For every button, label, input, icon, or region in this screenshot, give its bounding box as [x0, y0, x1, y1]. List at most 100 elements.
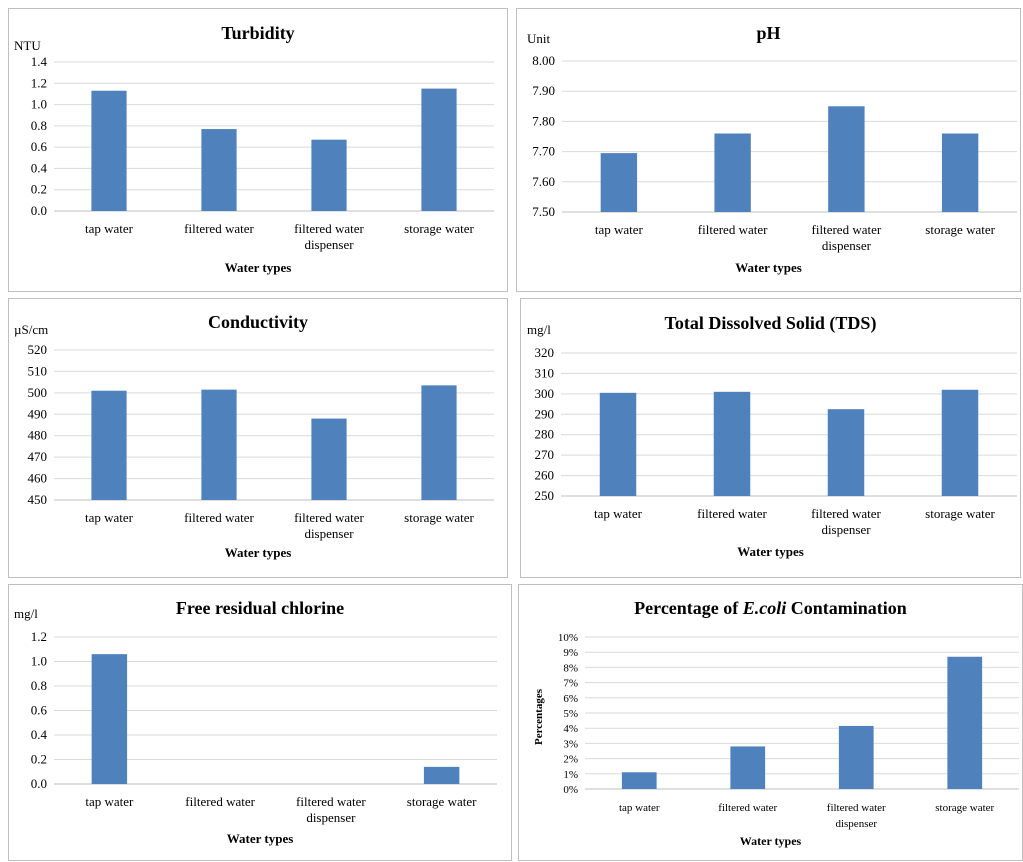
bar-2	[838, 725, 874, 789]
y-tick-label: 0.6	[31, 139, 48, 154]
chart-title: pH	[756, 23, 781, 43]
y-tick-label: 9%	[563, 647, 578, 659]
y-tick-label: 1.0	[31, 97, 47, 112]
y-tick-label: 0.4	[31, 727, 48, 742]
bar-2	[311, 418, 347, 500]
y-tick-label: 0.2	[31, 182, 47, 197]
y-tick-label: 290	[535, 406, 555, 421]
bar-2	[311, 139, 347, 211]
ph-chart-panel: pH Unit 7.50 7.60 7.70 7.80 7.90 8.00 tap wate…	[516, 8, 1021, 292]
y-tick-label: 8.00	[532, 53, 555, 68]
chart-title: Total Dissolved Solid (TDS)	[664, 313, 877, 333]
bar-2	[827, 409, 865, 496]
bar-1	[730, 746, 766, 789]
bar-0	[621, 772, 657, 789]
y-tick-label: 480	[28, 428, 48, 443]
x-tick-label: filtered water	[184, 221, 254, 236]
y-tick-label: 0.0	[31, 203, 47, 218]
y-tick-label: 0%	[563, 784, 578, 796]
y-unit-label: NTU	[14, 38, 41, 53]
y-tick-label: 7.80	[532, 113, 555, 128]
y-tick-label: 8%	[563, 662, 578, 674]
bar-1	[201, 129, 237, 211]
x-tick-label: filtered water	[698, 222, 768, 237]
ecoli-chart-panel: Percentage of E.coli Contamination Perce…	[518, 584, 1023, 861]
bar-3	[421, 88, 457, 211]
chart-title: Turbidity	[221, 23, 295, 43]
x-tick-label: filtered water dispenser	[827, 802, 886, 830]
bar-0	[599, 392, 637, 496]
bar-3	[423, 766, 460, 784]
ecoli-chart-svg: 0% 1% 2% 3% 4% 5% 6% 7% 8% 9% 10% tap water filtered…	[558, 632, 1019, 830]
x-tick-label: storage water	[404, 221, 474, 236]
bar-1	[201, 389, 237, 500]
x-tick-label: tap water	[85, 510, 134, 525]
chart-title: Percentage of E.coli Contamination	[519, 598, 1022, 619]
y-tick-label: 460	[28, 471, 48, 486]
y-unit-label: Unit	[527, 31, 551, 46]
y-tick-label: 320	[535, 345, 555, 360]
x-axis-label: Water types	[224, 260, 292, 275]
x-tick-label: tap water	[85, 794, 134, 809]
y-tick-label: 6%	[563, 693, 578, 705]
y-tick-label: 7%	[563, 678, 578, 690]
y-tick-label: 1.2	[31, 629, 47, 644]
x-tick-label: filtered water	[184, 510, 254, 525]
x-tick-label: filtered water	[185, 794, 255, 809]
x-tick-label: storage water	[407, 794, 477, 809]
x-tick-label: storage water	[925, 222, 995, 237]
y-tick-label: 7.70	[532, 144, 555, 159]
x-tick-label: tap water	[619, 802, 660, 814]
y-tick-label: 470	[28, 449, 48, 464]
free-chlorine-chart-panel: Free residual chlorine mg/l 0.0 0.2 0.4 0.6…	[8, 584, 512, 861]
x-tick-label: storage water	[935, 802, 994, 814]
bar-1	[714, 133, 751, 212]
x-axis-label: Water types	[224, 545, 292, 560]
turbidity-chart-panel: Turbidity NTU 0.0 0.2 0.4 0.6 0.8 1.0 1.2 1.4 ta…	[8, 8, 508, 292]
y-tick-label: 3%	[563, 738, 578, 750]
bar-0	[91, 654, 128, 784]
tds-chart-svg: 250 260 270 280 290 300 310 320 tap water filtere…	[535, 345, 1017, 537]
y-tick-label: 1.4	[31, 54, 48, 69]
x-tick-label: storage water	[925, 506, 995, 521]
y-tick-label: 260	[535, 468, 555, 483]
y-tick-label: 450	[28, 492, 48, 507]
y-tick-label: 0.2	[31, 752, 47, 767]
y-tick-label: 5%	[563, 708, 578, 720]
y-tick-label: 7.50	[532, 204, 555, 219]
tds-chart-panel: Total Dissolved Solid (TDS) mg/l 250 260 2…	[520, 298, 1021, 578]
y-tick-label: 490	[28, 406, 48, 421]
x-tick-label: filtered water dispenser	[296, 794, 366, 825]
y-tick-label: 7.90	[532, 83, 555, 98]
chart-title-prefix: Percentage of	[634, 598, 743, 618]
y-tick-label: 310	[535, 365, 555, 380]
x-tick-label: tap water	[85, 221, 134, 236]
y-tick-label: 0.4	[31, 160, 48, 175]
x-tick-label: filtered water	[718, 802, 777, 814]
bar-3	[421, 385, 457, 500]
conductivity-chart-panel: Conductivity µS/cm 450 460 470 480 490 500 510…	[8, 298, 508, 578]
ph-chart-svg: 7.50 7.60 7.70 7.80 7.90 8.00 tap water filtere…	[532, 53, 1017, 253]
y-tick-label: 300	[535, 386, 555, 401]
x-tick-label: filtered water dispenser	[811, 506, 881, 537]
bar-0	[91, 90, 127, 211]
y-tick-label: 1%	[563, 769, 578, 781]
y-tick-label: 280	[535, 427, 555, 442]
y-tick-label: 7.60	[532, 174, 555, 189]
chart-title-suffix: Contamination	[786, 598, 907, 618]
bar-3	[947, 656, 983, 789]
x-tick-label: filtered water dispenser	[294, 510, 364, 541]
x-tick-label: tap water	[594, 506, 643, 521]
bar-3	[941, 133, 979, 212]
y-tick-label: 2%	[563, 754, 578, 766]
free-chlorine-chart-svg: 0.0 0.2 0.4 0.6 0.8 1.0 1.2 tap water filtered w…	[31, 629, 497, 825]
y-unit-label: mg/l	[14, 606, 38, 621]
x-tick-label: tap water	[595, 222, 644, 237]
y-tick-label: 1.2	[31, 75, 47, 90]
y-tick-label: 10%	[558, 632, 578, 644]
y-tick-label: 4%	[563, 723, 578, 735]
chart-title-organism: E.coli	[742, 598, 787, 618]
y-tick-label: 1.0	[31, 654, 47, 669]
turbidity-chart-svg: 0.0 0.2 0.4 0.6 0.8 1.0 1.2 1.4 tap water filtere…	[31, 54, 494, 252]
x-tick-label: filtered water dispenser	[294, 221, 364, 252]
